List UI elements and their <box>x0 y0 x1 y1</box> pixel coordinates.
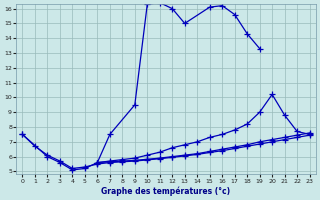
X-axis label: Graphe des températures (°c): Graphe des températures (°c) <box>101 186 231 196</box>
